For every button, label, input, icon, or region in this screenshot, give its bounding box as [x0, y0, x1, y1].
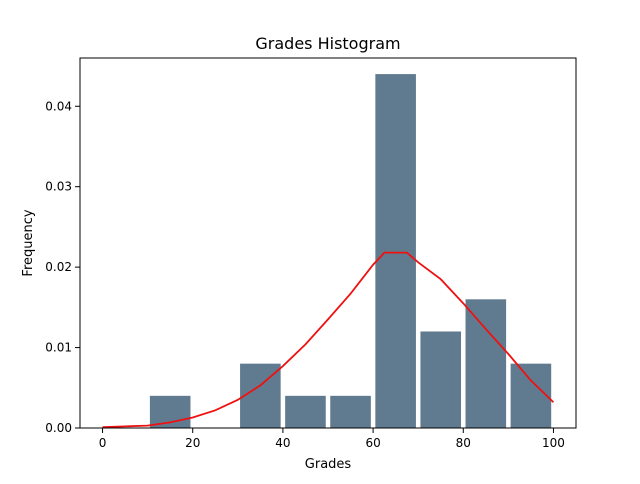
y-axis-label: Frequency [21, 209, 36, 276]
x-axis-label: Grades [305, 457, 352, 472]
x-tick-label: 40 [275, 436, 290, 450]
y-axis-ticks: 0.00 0.01 0.02 0.03 0.04 [45, 99, 80, 435]
chart-title: Grades Histogram [255, 34, 400, 53]
x-tick-label: 60 [365, 436, 380, 450]
plot-frame [79, 57, 577, 429]
bars-layer [149, 74, 552, 428]
y-tick-label: 0.01 [45, 341, 72, 355]
x-axis-ticks: 0 20 40 60 80 100 [99, 428, 565, 450]
y-tick-label: 0.00 [45, 421, 72, 435]
histogram-bar-9 [510, 363, 552, 428]
y-tick-label: 0.02 [45, 260, 72, 274]
histogram-bar-6 [375, 74, 416, 428]
x-tick-label: 100 [542, 436, 565, 450]
x-tick-label: 20 [185, 436, 200, 450]
curve-layer [102, 251, 555, 429]
density-curve-line [102, 251, 555, 429]
y-tick-label: 0.04 [45, 99, 72, 113]
histogram-bar-8 [465, 299, 507, 428]
y-tick-label: 0.03 [45, 180, 72, 194]
histogram-bar-7 [420, 331, 462, 428]
x-tick-label: 80 [456, 436, 471, 450]
histogram-bar-4 [285, 395, 326, 428]
histogram-bar-5 [330, 395, 371, 428]
x-tick-label: 0 [99, 436, 107, 450]
